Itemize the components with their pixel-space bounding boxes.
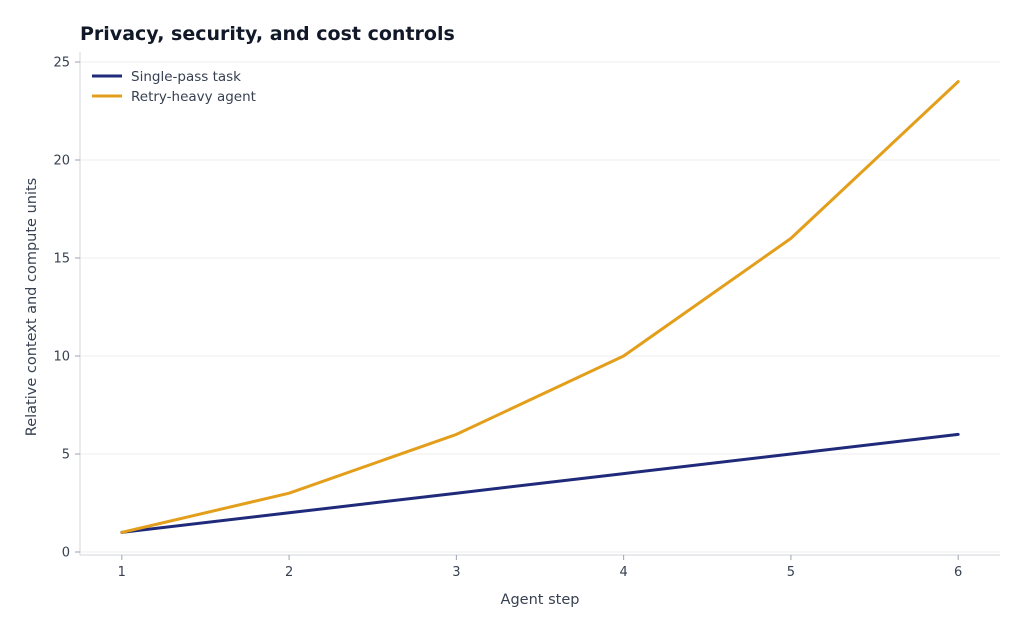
y-tick-label: 5: [62, 448, 70, 463]
x-tick-label: 2: [285, 565, 293, 580]
series-lines: [120, 80, 960, 534]
x-tick-label: 1: [118, 565, 126, 580]
y-ticks: 0 5 10 15 20 25: [53, 56, 80, 561]
chart-title: Privacy, security, and cost controls: [80, 23, 455, 45]
x-tick-label: 3: [452, 565, 460, 580]
series-line-2: [120, 80, 960, 534]
x-tick-label: 4: [619, 565, 627, 580]
x-axis-label: Agent step: [501, 592, 580, 608]
y-axis-label: Relative context and compute units: [24, 178, 40, 436]
x-tick-label: 5: [787, 565, 795, 580]
y-tick-label: 0: [62, 546, 70, 561]
grid-lines: [80, 61, 1000, 553]
legend-label-2: Retry-heavy agent: [131, 89, 256, 105]
y-tick-label: 25: [53, 56, 70, 71]
series-line-1: [120, 432, 960, 534]
x-tick-label: 6: [954, 565, 962, 580]
x-ticks: 1 2 3 4 5 6: [118, 555, 962, 580]
y-tick-label: 20: [53, 154, 70, 169]
legend-label-1: Single-pass task: [131, 69, 241, 85]
legend: Single-pass task Retry-heavy agent: [92, 69, 256, 105]
y-tick-label: 15: [53, 252, 70, 267]
y-tick-label: 10: [53, 350, 70, 365]
